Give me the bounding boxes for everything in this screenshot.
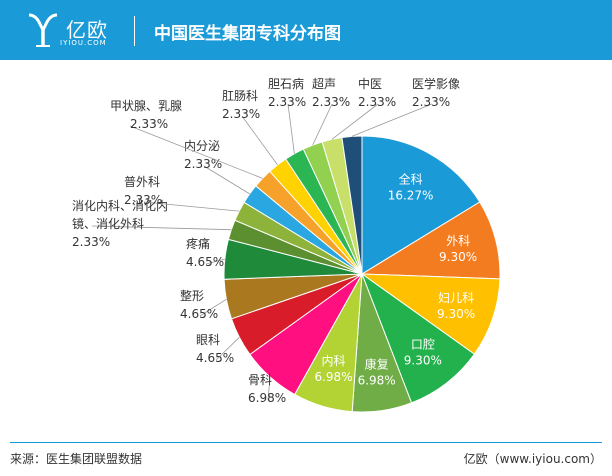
- slice-label: 内分泌: [184, 139, 220, 153]
- slice-value-label: 9.30%: [437, 307, 475, 321]
- pie-slice: [360, 273, 501, 355]
- slice-value-label: 6.98%: [248, 391, 286, 405]
- leader-line: [312, 103, 333, 146]
- slice-value-label: 2.33%: [268, 95, 306, 109]
- page-title: 中国医生集团专科分布图: [154, 24, 341, 44]
- slice-label: 超声: [312, 76, 336, 91]
- leader-line: [287, 103, 295, 154]
- slice-value-label: 2.33%: [358, 95, 396, 109]
- slice-label: 胆石病: [268, 76, 304, 91]
- leader-line: [129, 125, 263, 179]
- pie-chart: 全科 16.27% 外科 9.30% 妇儿科 9.30% 口腔 9.30% 康复 6.98% 内科 6…: [72, 76, 501, 413]
- slice-label: 内科: [322, 354, 346, 368]
- credit-note: 亿欧（www.iyiou.com）: [463, 452, 602, 466]
- slice-value-label: 2.33%: [412, 95, 450, 109]
- slice-value-label: 6.98%: [314, 370, 352, 384]
- leader-line: [351, 103, 433, 137]
- slice-value-label: 2.33%: [130, 117, 168, 131]
- slice-label: 妇儿科: [438, 291, 474, 305]
- source-note: 来源：医生集团联盟数据: [10, 452, 143, 466]
- slice-label: 眼科: [196, 333, 220, 347]
- slice-value-label: 16.27%: [388, 188, 434, 202]
- slice-value-label: 2.33%: [124, 193, 162, 207]
- footer-divider: [10, 442, 602, 443]
- logo-text: 亿欧: [66, 18, 108, 42]
- header-divider: [134, 16, 135, 46]
- slice-value-label: 9.30%: [404, 354, 442, 368]
- slice-value-label: 9.30%: [439, 250, 477, 264]
- slice-label: 疼痛: [186, 236, 210, 251]
- leader-line: [267, 376, 271, 401]
- slice-label: 甲状腺、乳腺: [110, 99, 182, 113]
- leader-line: [199, 298, 227, 317]
- slice-value-label: 2.33%: [222, 107, 260, 121]
- slice-label: 中医: [358, 76, 382, 91]
- slice-label: 外科: [446, 234, 470, 248]
- iyiou-logo: 亿欧 IYIOU.COM: [26, 12, 136, 52]
- slice-label: 骨科: [248, 373, 272, 387]
- slice-label: 肛肠科: [222, 89, 258, 103]
- leader-line: [203, 165, 250, 195]
- slice-value-label: 4.65%: [180, 307, 218, 321]
- slice-label: 整形: [180, 288, 204, 303]
- leader-line: [331, 103, 379, 140]
- slice-value-label: 4.65%: [196, 351, 234, 365]
- pie-slice: [360, 272, 476, 404]
- logo-subtext: IYIOU.COM: [60, 39, 107, 47]
- slice-value-label: 6.98%: [358, 373, 396, 387]
- header-bar: 亿欧 IYIOU.COM 中国医生集团专科分布图: [0, 0, 612, 60]
- slice-label: 全科: [399, 171, 423, 186]
- slice-label: 口腔: [411, 337, 435, 352]
- slice-value-label: 2.33%: [312, 95, 350, 109]
- logo-y-icon: [28, 13, 58, 47]
- slice-label: 消化内科、消化内镜、消化外科: [72, 199, 168, 231]
- leader-line: [91, 225, 232, 231]
- pie-slice: [360, 201, 501, 280]
- leader-line: [205, 258, 225, 265]
- leader-line: [241, 115, 278, 166]
- pie-slice: [361, 135, 481, 275]
- leader-line: [143, 201, 240, 212]
- slice-value-label: 2.33%: [184, 157, 222, 171]
- slice-label: 医学影像: [412, 76, 460, 91]
- slice-label: 普外科: [124, 175, 160, 189]
- slice-label: 康复: [365, 356, 389, 371]
- slice-value-label: 2.33%: [72, 235, 110, 249]
- leader-line: [215, 337, 240, 361]
- slice-value-label: 4.65%: [186, 255, 224, 269]
